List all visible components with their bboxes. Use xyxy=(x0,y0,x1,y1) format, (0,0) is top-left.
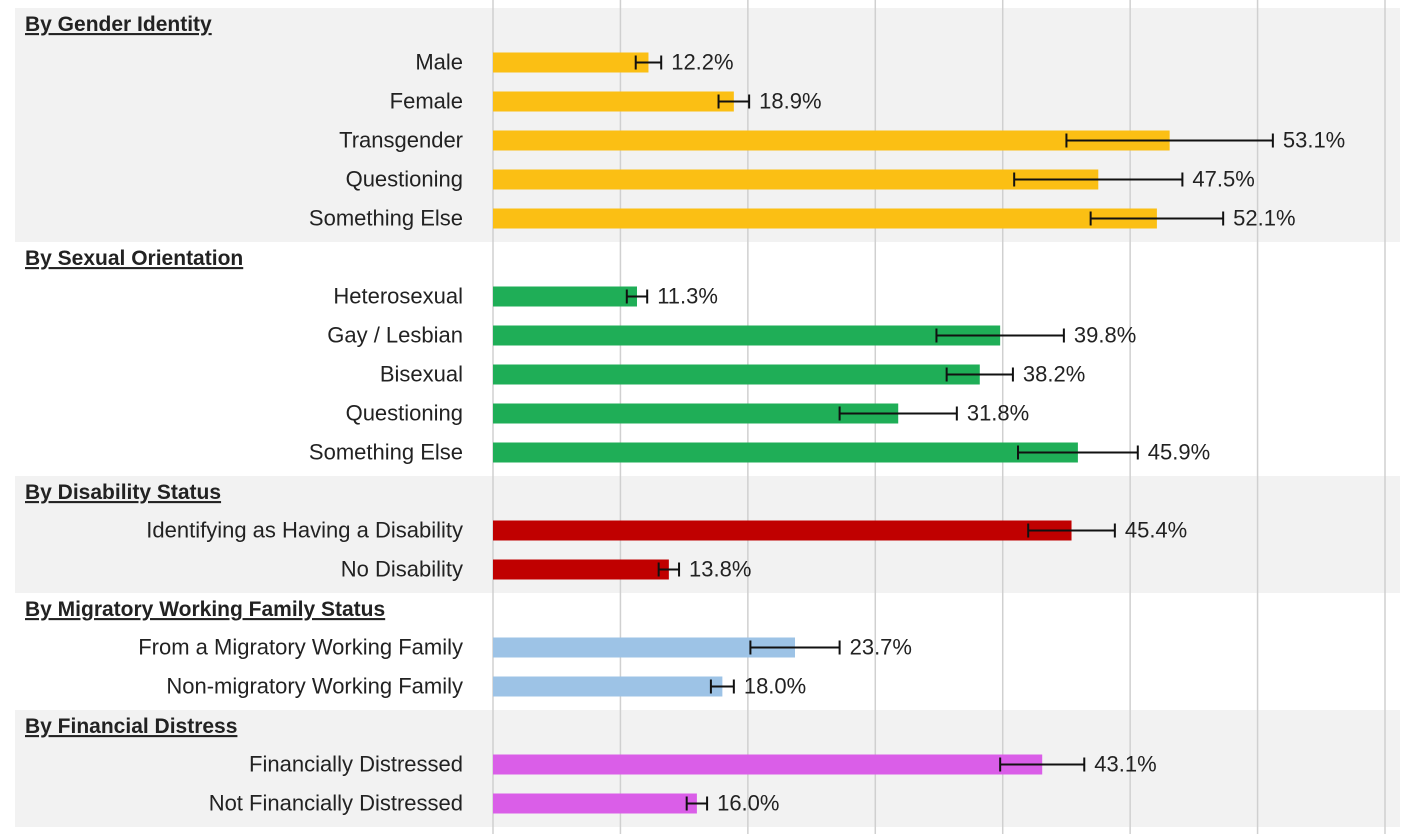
y-tick-label: Transgender xyxy=(339,127,463,152)
error-bar xyxy=(685,796,709,811)
value-label: 45.9% xyxy=(1148,439,1210,464)
error-bar xyxy=(1027,523,1116,538)
y-tick-label: Female xyxy=(390,88,463,113)
error-bar xyxy=(838,406,958,421)
bar xyxy=(493,286,637,307)
value-label: 12.2% xyxy=(671,49,733,74)
value-label: 23.7% xyxy=(850,634,912,659)
value-label: 16.0% xyxy=(717,790,779,815)
y-tick-label: Male xyxy=(415,49,463,74)
bar xyxy=(493,208,1157,229)
error-bar xyxy=(1065,133,1274,148)
y-tick-label: Questioning xyxy=(346,166,463,191)
error-bar xyxy=(945,367,1014,382)
error-bar xyxy=(625,289,649,304)
group-header: By Migratory Working Family Status xyxy=(25,598,385,621)
value-label: 39.8% xyxy=(1074,322,1136,347)
group-band xyxy=(15,8,1400,242)
y-tick-label: Questioning xyxy=(346,400,463,425)
error-bar xyxy=(1013,172,1184,187)
bar xyxy=(493,520,1072,541)
y-tick-label: Identifying as Having a Disability xyxy=(146,517,463,542)
y-tick-label: Financially Distressed xyxy=(249,751,463,776)
error-bar xyxy=(935,328,1065,343)
group-header: By Sexual Orientation xyxy=(25,247,243,270)
value-label: 53.1% xyxy=(1283,127,1345,152)
error-bar xyxy=(749,640,841,655)
y-tick-label: From a Migratory Working Family xyxy=(138,634,463,659)
group-header: By Financial Distress xyxy=(25,715,237,738)
value-label: 31.8% xyxy=(967,400,1029,425)
y-tick-label: Something Else xyxy=(309,439,463,464)
bar xyxy=(493,91,734,112)
bar xyxy=(493,637,796,658)
group-header: By Gender Identity xyxy=(25,13,212,36)
bar xyxy=(493,793,697,814)
bar xyxy=(493,364,980,385)
value-label: 47.5% xyxy=(1192,166,1254,191)
error-bar xyxy=(709,679,735,694)
marks: 12.2% 18.9% 53.1% 47.5% 52.1% 11.3% 39.8% 38.2%… xyxy=(493,49,1345,815)
error-bar xyxy=(634,55,663,70)
y-tick-label: Something Else xyxy=(309,205,463,230)
y-tick-label: Gay / Lesbian xyxy=(327,322,463,347)
error-bar xyxy=(1017,445,1139,460)
y-tick-label: Heterosexual xyxy=(333,283,463,308)
bar xyxy=(493,442,1078,463)
value-label: 13.8% xyxy=(689,556,751,581)
error-bar xyxy=(717,94,751,109)
bar xyxy=(493,52,649,73)
value-label: 52.1% xyxy=(1233,205,1295,230)
bar xyxy=(493,754,1043,775)
bar xyxy=(493,130,1170,151)
value-label: 18.0% xyxy=(744,673,806,698)
value-label: 43.1% xyxy=(1094,751,1156,776)
error-bar xyxy=(657,562,681,577)
error-bar xyxy=(1089,211,1225,226)
bar xyxy=(493,403,899,424)
y-tick-label: Non-migratory Working Family xyxy=(166,673,463,698)
y-tick-label: Not Financially Distressed xyxy=(209,790,463,815)
group-header: By Disability Status xyxy=(25,481,221,504)
y-tick-label: Bisexual xyxy=(380,361,463,386)
y-tick-label: No Disability xyxy=(341,556,463,581)
value-label: 11.3% xyxy=(657,283,718,308)
value-label: 18.9% xyxy=(759,88,821,113)
bar xyxy=(493,676,723,697)
error-bar xyxy=(999,757,1086,772)
value-label: 45.4% xyxy=(1125,517,1187,542)
bar xyxy=(493,559,669,580)
bar xyxy=(493,325,1001,346)
bar xyxy=(493,169,1099,190)
value-label: 38.2% xyxy=(1023,361,1085,386)
